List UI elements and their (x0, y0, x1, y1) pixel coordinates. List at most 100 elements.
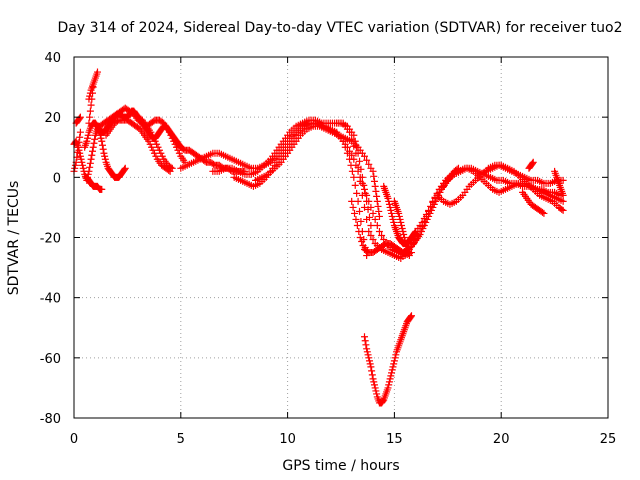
series-arc-9 (102, 116, 174, 175)
data-point (398, 221, 406, 229)
data-point (353, 221, 361, 229)
data-point (343, 149, 351, 157)
y-tick-label: 20 (44, 111, 61, 126)
data-point (362, 341, 370, 349)
data-point (375, 212, 383, 220)
data-point (348, 197, 356, 205)
y-tick-label: -20 (40, 232, 61, 247)
data-point (400, 230, 408, 238)
data-point (370, 378, 378, 386)
data-point (363, 348, 371, 356)
data-point (453, 165, 461, 173)
data-point (402, 240, 410, 248)
data-point (369, 236, 377, 244)
data-point (154, 143, 162, 151)
data-point (346, 155, 354, 163)
data-point (88, 151, 96, 159)
data-point (397, 218, 405, 226)
data-point (158, 152, 166, 160)
x-tick-label: 25 (600, 432, 617, 447)
y-tick-label: -80 (40, 412, 61, 427)
data-point (148, 143, 156, 151)
data-point (152, 152, 160, 160)
data-point (373, 221, 381, 229)
data-point (98, 185, 106, 193)
data-point (74, 143, 82, 151)
y-tick-label: 0 (53, 171, 61, 186)
data-point (79, 164, 87, 172)
data-point (364, 205, 372, 213)
data-point (388, 212, 396, 220)
data-point (350, 142, 358, 150)
data-point (392, 351, 400, 359)
data-point (349, 203, 357, 211)
series-arc-12 (209, 116, 375, 229)
data-point (86, 113, 94, 121)
data-point (390, 357, 398, 365)
data-point (401, 237, 409, 245)
data-point (368, 367, 376, 375)
data-point (371, 182, 379, 190)
data-point (360, 181, 368, 189)
data-point (73, 153, 81, 161)
data-point (529, 158, 537, 166)
x-tick-label: 10 (279, 432, 296, 447)
series-arc-14 (252, 122, 375, 184)
data-point (407, 312, 415, 320)
data-point (407, 313, 415, 321)
data-point (375, 207, 383, 215)
data-point (405, 252, 413, 260)
data-point (347, 161, 355, 169)
data-point (559, 197, 567, 205)
data-point (346, 128, 354, 136)
data-point (367, 363, 375, 371)
data-point (87, 155, 95, 163)
data-point (97, 134, 105, 142)
series-arc-17 (380, 164, 567, 248)
data-point (84, 134, 92, 142)
data-point (426, 209, 434, 217)
data-point (88, 95, 96, 103)
data-point (76, 152, 84, 160)
data-point (348, 135, 356, 143)
series-arc-24 (551, 167, 567, 199)
data-point (529, 159, 537, 167)
data-point (538, 208, 546, 216)
data-point (98, 141, 106, 149)
data-point (395, 209, 403, 217)
data-point (356, 234, 364, 241)
data-point (367, 231, 375, 239)
data-point (356, 157, 364, 165)
data-point (85, 119, 93, 127)
data-point (74, 148, 82, 156)
data-point (168, 164, 176, 172)
data-point (371, 215, 379, 223)
data-point (155, 146, 163, 154)
series-arc-19 (369, 167, 383, 220)
series-arc-18 (390, 197, 413, 260)
data-point (150, 134, 158, 142)
data-point (164, 125, 172, 133)
data-point (368, 371, 376, 379)
data-point (396, 215, 404, 223)
data-point (360, 185, 368, 193)
data-point (165, 128, 173, 136)
data-point (76, 114, 84, 122)
grid-lines (74, 57, 608, 418)
data-point (354, 163, 362, 171)
data-point (354, 197, 362, 205)
data-point (384, 194, 392, 202)
data-point (411, 228, 419, 236)
data-point (85, 167, 93, 175)
data-point (372, 387, 380, 395)
data-point (388, 369, 396, 377)
data-point (370, 177, 378, 185)
data-point (358, 238, 366, 246)
data-point (77, 155, 85, 163)
data-point (89, 89, 97, 97)
data-point (348, 167, 356, 175)
data-point (386, 203, 394, 211)
data-point (360, 203, 368, 211)
data-point (93, 68, 101, 76)
data-point (101, 155, 109, 163)
